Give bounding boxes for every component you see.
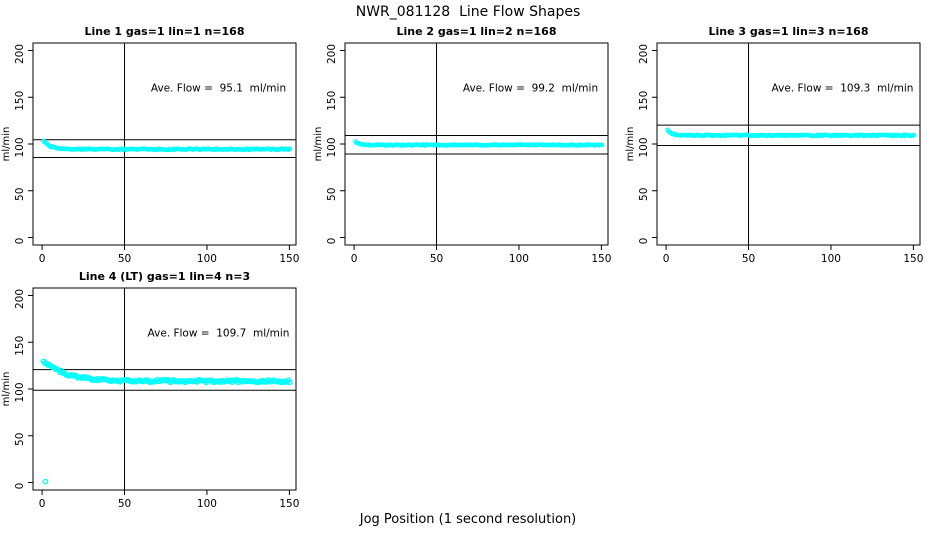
panel-4-x-tick-label: 50 xyxy=(118,498,131,510)
panel-4-y-tick-label: 100 xyxy=(14,382,26,402)
panel-3-x-tick-label: 150 xyxy=(903,253,923,265)
panel-4-point xyxy=(287,379,293,386)
panel-4-y-tick-label: 50 xyxy=(14,433,26,446)
panel-2-y-tick-label: 150 xyxy=(326,91,338,111)
panel-4-y-tick-label: 0 xyxy=(14,483,26,490)
panel-2-y-tick-label: 100 xyxy=(326,137,338,157)
panel-2-title: Line 2 gas=1 lin=2 n=168 xyxy=(396,25,556,38)
panel-1-point xyxy=(287,146,293,152)
panel-1-y-tick-label: 100 xyxy=(14,137,26,157)
panel-4-x-tick-label: 100 xyxy=(197,498,217,510)
panel-2-point xyxy=(599,142,605,148)
panel-2-x-tick-label: 0 xyxy=(351,253,358,265)
panel-2-y-tick-label: 50 xyxy=(326,188,338,201)
panel-1-y-tick-label: 0 xyxy=(14,238,26,245)
panel-4-outlier-point xyxy=(42,478,49,485)
panel-1-box xyxy=(32,42,297,246)
panel-3-point xyxy=(911,132,917,138)
panel-4-ave-flow-annotation: Ave. Flow = 109.7 ml/min xyxy=(148,328,290,340)
panel-4-y-axis-label: ml/min xyxy=(1,372,12,407)
panel-2-data-points xyxy=(353,139,605,148)
panel-4-x-tick-label: 0 xyxy=(39,498,46,510)
panel-4-title: Line 4 (LT) gas=1 lin=4 n=3 xyxy=(79,270,250,283)
panel-1-y-tick-label: 200 xyxy=(14,44,26,64)
panel-2-x-tick-label: 50 xyxy=(430,253,443,265)
panel-3-y-tick-label: 100 xyxy=(638,137,650,157)
panel-4-box xyxy=(32,287,297,491)
panel-3-x-tick-label: 50 xyxy=(742,253,755,265)
panel-1-x-tick-label: 150 xyxy=(279,253,299,265)
panel-1-y-tick-label: 50 xyxy=(14,188,26,201)
panel-4-y-tick-label: 200 xyxy=(14,289,26,309)
panel-1-y-axis-label: ml/min xyxy=(1,127,12,162)
panel-2-y-tick-label: 0 xyxy=(326,238,338,245)
panel-4-x-tick-label: 150 xyxy=(279,498,299,510)
panel-2-x-tick-label: 100 xyxy=(509,253,529,265)
panel-3-y-tick-label: 200 xyxy=(638,44,650,64)
panel-2-y-tick-label: 200 xyxy=(326,44,338,64)
panel-1-data-points xyxy=(41,138,293,153)
panel-4-data-points xyxy=(40,358,293,485)
panel-1-y-tick-label: 150 xyxy=(14,91,26,111)
panel-1-title: Line 1 gas=1 lin=1 n=168 xyxy=(84,25,244,38)
panel-3-data-points xyxy=(665,127,917,139)
panel-3-y-tick-label: 50 xyxy=(638,188,650,201)
page-title: NWR_081128 Line Flow Shapes xyxy=(355,4,581,20)
panel-2-x-tick-label: 150 xyxy=(591,253,611,265)
panel-3-box xyxy=(656,42,921,246)
panel-3-y-axis-label: ml/min xyxy=(625,127,636,162)
panel-3-y-tick-label: 150 xyxy=(638,91,650,111)
panel-3-y-tick-label: 0 xyxy=(638,238,650,245)
panel-3-ave-flow-annotation: Ave. Flow = 109.3 ml/min xyxy=(772,83,914,95)
panel-1-x-tick-label: 0 xyxy=(39,253,46,265)
panel-3-x-tick-label: 0 xyxy=(663,253,670,265)
panel-2-ave-flow-annotation: Ave. Flow = 99.2 ml/min xyxy=(463,83,598,95)
panel-1-x-tick-label: 100 xyxy=(197,253,217,265)
panel-1-ave-flow-annotation: Ave. Flow = 95.1 ml/min xyxy=(151,83,286,95)
panel-2-y-axis-label: ml/min xyxy=(313,127,324,162)
x-axis-caption: Jog Position (1 second resolution) xyxy=(359,512,577,527)
panel-1-x-tick-label: 50 xyxy=(118,253,131,265)
panel-4-y-tick-label: 150 xyxy=(14,336,26,356)
panel-3-title: Line 3 gas=1 lin=3 n=168 xyxy=(708,25,868,38)
panel-3-x-tick-label: 100 xyxy=(821,253,841,265)
